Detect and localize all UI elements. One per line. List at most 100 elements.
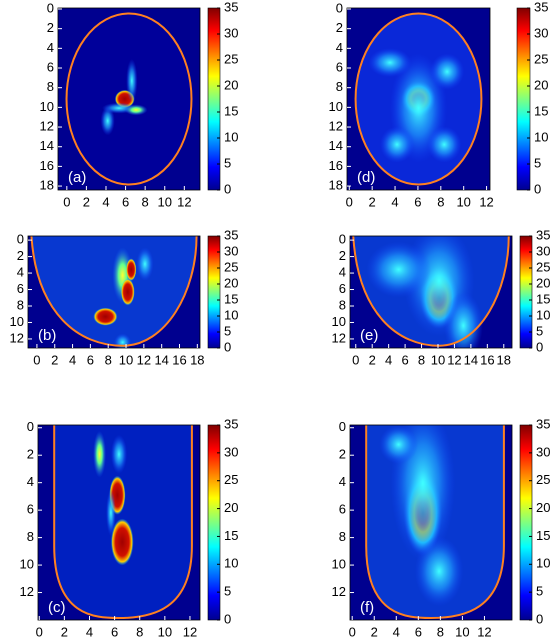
y-tick-label: 18 [329, 178, 343, 193]
y-tick-label: 2 [339, 447, 346, 462]
colorbar [516, 7, 531, 191]
colorbar-tick-label: 10 [224, 307, 238, 322]
colorbar-tick-label: 5 [224, 323, 231, 338]
colorbar [519, 235, 533, 349]
colorbar-tick-label: 25 [224, 472, 238, 487]
colorbar-tick-label: 35 [224, 227, 238, 242]
colorbar-tick-label: 25 [536, 472, 550, 487]
colorbar [207, 235, 221, 349]
panel: 0 2 4 6 8 10 12 0 2 4 6 8 10 12 (f) 0 5 10 15 20 25 30 35 [332, 416, 551, 637]
x-tick-label: 10 [456, 194, 470, 209]
x-tick-label: 10 [158, 624, 172, 637]
x-tick-label: 8 [105, 352, 112, 367]
colorbar-tick-label: 30 [536, 444, 550, 459]
y-tick-label: 4 [27, 474, 34, 489]
y-tick-label: 10 [20, 557, 34, 572]
y-tick-label: 18 [40, 178, 54, 193]
x-tick-label: 4 [86, 624, 93, 637]
x-tick-label: 12 [137, 352, 151, 367]
heatmap-feature [427, 126, 462, 163]
y-tick-label: 6 [17, 281, 24, 296]
colorbar-tick-label: 0 [536, 611, 543, 626]
x-tick-label: 10 [158, 194, 172, 209]
colorbar-tick-label: 35 [536, 227, 550, 242]
heatmap-feature [366, 241, 431, 298]
x-tick-label: 6 [415, 624, 422, 637]
y-tick-label: 8 [339, 297, 346, 312]
colorbar-tick-label: 15 [536, 291, 550, 306]
y-tick-label: 4 [339, 474, 346, 489]
y-tick-label: 8 [27, 529, 34, 544]
colorbar-tick-label: 35 [224, 0, 238, 14]
y-tick-label: 0 [47, 0, 54, 15]
y-tick-label: 6 [336, 59, 343, 74]
y-tick-label: 14 [40, 138, 54, 153]
y-tick-label: 8 [17, 297, 24, 312]
colorbar-tick-label: 0 [224, 611, 231, 626]
y-tick-label: 0 [17, 232, 24, 247]
x-tick-label: 0 [33, 352, 40, 367]
x-tick-label: 0 [63, 194, 70, 209]
x-tick-label: 0 [349, 624, 356, 637]
x-tick-label: 0 [36, 624, 43, 637]
heatmap-feature [93, 430, 107, 478]
plot-frame [349, 235, 513, 349]
y-tick-label: 0 [339, 419, 346, 434]
colorbar [519, 424, 533, 621]
plot-frame [349, 424, 513, 621]
panel-label: (a) [68, 169, 86, 186]
y-tick-label: 16 [329, 158, 343, 173]
colorbar-tick-label: 25 [224, 259, 238, 274]
heatmap-feature [110, 518, 134, 566]
colorbar-tick-label: 20 [536, 500, 550, 515]
y-tick-label: 8 [339, 529, 346, 544]
y-tick-label: 6 [47, 59, 54, 74]
x-tick-label: 2 [61, 624, 68, 637]
y-tick-label: 2 [17, 248, 24, 263]
colorbar-tick-label: 10 [536, 307, 550, 322]
x-tick-label: 16 [172, 352, 186, 367]
heatmap-feature [114, 333, 132, 348]
heatmap-feature [126, 258, 137, 281]
plot-area [38, 425, 200, 620]
colorbar-tick-label: 20 [224, 77, 238, 92]
plot-area [350, 425, 512, 620]
colorbar-tick-label: 0 [534, 181, 541, 196]
x-tick-label: 6 [122, 194, 129, 209]
heatmap-feature [106, 489, 116, 537]
x-tick-label: 10 [455, 624, 469, 637]
colorbar-tick-label: 5 [224, 155, 231, 170]
colorbar-tick-label: 30 [224, 25, 238, 40]
colorbar-tick-label: 0 [536, 339, 543, 354]
colorbar-tick-label: 15 [534, 103, 548, 118]
plot-frame [346, 7, 491, 191]
y-tick-label: 10 [332, 314, 346, 329]
plot-area [350, 236, 512, 348]
y-tick-label: 12 [20, 584, 34, 599]
y-tick-label: 6 [339, 281, 346, 296]
x-tick-label: 8 [136, 624, 143, 637]
colorbar-tick-label: 10 [224, 129, 238, 144]
y-tick-label: 16 [40, 158, 54, 173]
heatmap-feature [126, 58, 138, 103]
colorbar-tick-label: 5 [536, 584, 543, 599]
x-tick-label: 4 [102, 194, 109, 209]
colorbar-tick-label: 5 [536, 323, 543, 338]
y-tick-label: 12 [329, 118, 343, 133]
y-tick-label: 0 [339, 232, 346, 247]
y-tick-label: 8 [47, 79, 54, 94]
y-tick-label: 14 [329, 138, 343, 153]
x-tick-label: 18 [190, 352, 204, 367]
x-tick-label: 12 [183, 624, 197, 637]
y-tick-label: 4 [17, 264, 24, 279]
x-tick-label: 2 [83, 194, 90, 209]
plot-area [347, 8, 490, 190]
colorbar-tick-label: 5 [534, 155, 541, 170]
y-tick-label: 12 [332, 330, 346, 345]
colorbar-tick-label: 25 [534, 51, 548, 66]
x-tick-label: 12 [477, 624, 491, 637]
colorbar-tick-label: 5 [224, 584, 231, 599]
x-tick-label: 6 [87, 352, 94, 367]
